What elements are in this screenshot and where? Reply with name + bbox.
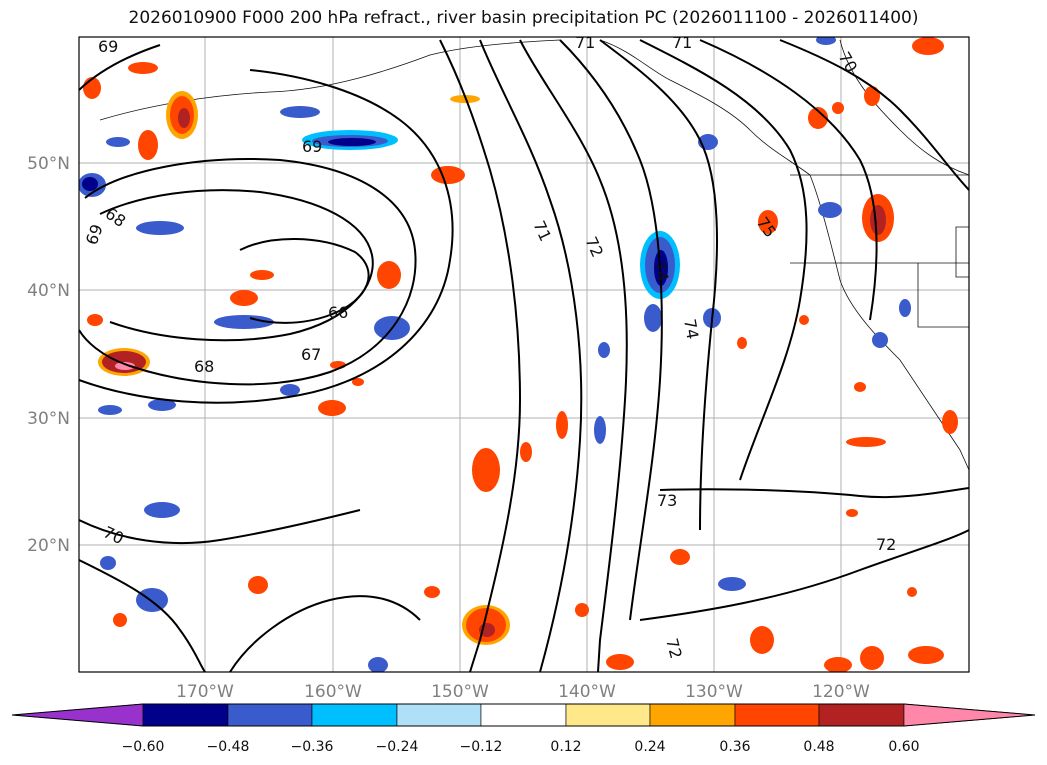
- lon-label: 170°W: [176, 682, 234, 702]
- colorbar-tick-label: 0.60: [888, 739, 919, 755]
- lat-label: 50°N: [27, 154, 70, 174]
- refractivity-contours: [79, 39, 969, 672]
- colorbar-outline: [11, 703, 1036, 727]
- lat-label: 20°N: [27, 536, 70, 556]
- lon-label: 120°W: [812, 682, 870, 702]
- chart-title: 2026010900 F000 200 hPa refract., river …: [128, 8, 919, 28]
- contour-label: 74: [650, 259, 672, 282]
- lat-label: 30°N: [27, 409, 70, 429]
- colorbar-tick-label: −0.12: [460, 739, 503, 755]
- lat-label: 40°N: [27, 281, 70, 301]
- lon-label: 130°W: [685, 682, 743, 702]
- colorbar-segment: [734, 703, 820, 727]
- latitude-labels: 50°N 40°N 30°N 20°N: [27, 154, 70, 556]
- contour-label: 69: [98, 37, 118, 56]
- contour-label: 71: [575, 33, 595, 52]
- colorbar-segment: [311, 703, 398, 727]
- lon-label: 160°W: [304, 682, 362, 702]
- colorbar-segment: [11, 703, 144, 727]
- colorbar-tick-label: 0.24: [634, 739, 665, 755]
- contour-label: 73: [657, 491, 677, 510]
- lon-label: 150°W: [431, 682, 489, 702]
- colorbar-segment: [142, 703, 229, 727]
- colorbar-segment: [396, 703, 482, 727]
- contour-label: 67: [301, 345, 321, 364]
- colorbar: −0.60 −0.48 −0.36 −0.24 −0.12 0.12 0.24 …: [11, 703, 1036, 755]
- colorbar-tick-label: −0.24: [376, 739, 419, 755]
- colorbar-segment: [480, 703, 567, 727]
- contour-label: 72: [662, 636, 686, 661]
- lon-label: 140°W: [558, 682, 616, 702]
- colorbar-tick-label: 0.12: [550, 739, 581, 755]
- contour-label: 69: [302, 137, 322, 156]
- colorbar-segment: [903, 703, 1036, 727]
- colorbar-segment: [227, 703, 313, 727]
- precip-anomaly-fills: [79, 37, 958, 672]
- longitude-labels: 170°W 160°W 150°W 140°W 130°W 120°W: [176, 682, 870, 702]
- contour-label: 66: [328, 303, 348, 322]
- contour-label: 74: [680, 317, 702, 340]
- map-content: 69 71 71 70 69 68 69 66 67 68 71 72 74 7…: [79, 33, 969, 672]
- colorbar-tick-label: −0.36: [291, 739, 334, 755]
- contour-label: 68: [194, 357, 214, 376]
- contour-label: 71: [672, 33, 692, 52]
- gridlines: [79, 37, 969, 672]
- colorbar-tick-label: 0.48: [803, 739, 834, 755]
- positive-anomaly-blobs: [83, 37, 958, 672]
- colorbar-segment: [565, 703, 651, 727]
- colorbar-tick-label: −0.60: [122, 739, 165, 755]
- map-frame: [78, 36, 970, 673]
- colorbar-ticks: −0.60 −0.48 −0.36 −0.24 −0.12 0.12 0.24 …: [122, 739, 920, 755]
- colorbar-tick-label: 0.36: [719, 739, 750, 755]
- colorbar-segment: [818, 703, 905, 727]
- colorbar-tick-label: −0.48: [207, 739, 250, 755]
- colorbar-segment: [649, 703, 736, 727]
- contour-label: 72: [876, 535, 896, 554]
